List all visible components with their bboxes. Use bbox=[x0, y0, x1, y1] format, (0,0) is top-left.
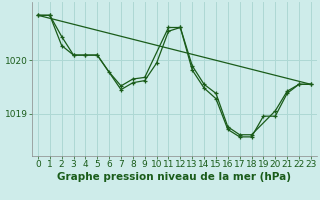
X-axis label: Graphe pression niveau de la mer (hPa): Graphe pression niveau de la mer (hPa) bbox=[57, 172, 292, 182]
